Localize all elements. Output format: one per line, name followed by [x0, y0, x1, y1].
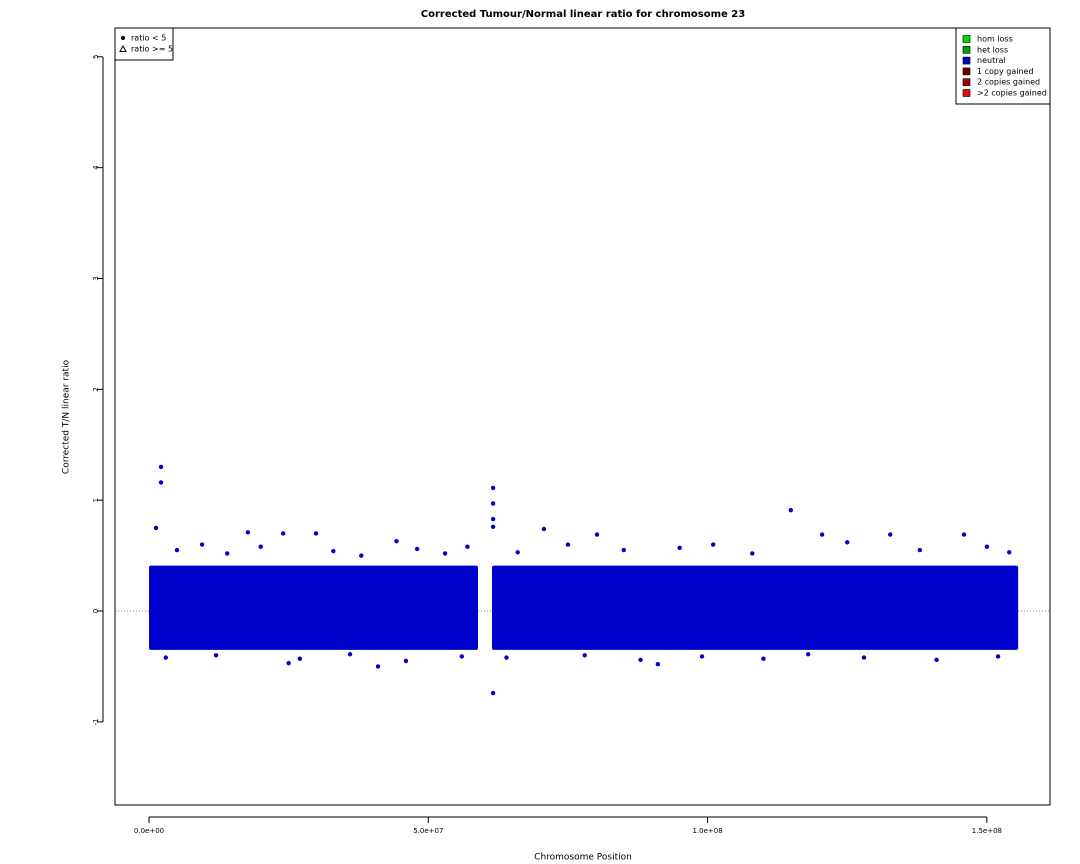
- point: [761, 656, 766, 661]
- point: [465, 544, 470, 549]
- y-tick-label: 2: [92, 387, 100, 391]
- x-tick-label: 5.0e+07: [413, 827, 443, 835]
- y-tick-label: 4: [92, 165, 100, 170]
- point: [286, 660, 291, 666]
- point: [995, 654, 1001, 659]
- point: [699, 654, 705, 659]
- chart-title: Corrected Tumour/Normal linear ratio for…: [421, 9, 745, 20]
- point: [710, 542, 716, 547]
- point: [347, 652, 353, 657]
- point: [490, 516, 496, 522]
- y-tick-label: 1: [92, 498, 100, 502]
- point: [258, 544, 263, 549]
- legend-label: ratio >= 5: [131, 45, 173, 54]
- point: [541, 526, 547, 532]
- legend-label: 2 copies gained: [977, 78, 1040, 87]
- y-tick-label: 5: [92, 55, 100, 59]
- point: [163, 655, 168, 660]
- point: [394, 538, 399, 544]
- point: [442, 551, 448, 556]
- point: [490, 501, 496, 506]
- point: [158, 480, 164, 485]
- point: [788, 507, 794, 513]
- legend-swatch: [962, 89, 971, 97]
- point: [158, 464, 164, 470]
- point: [313, 531, 319, 536]
- point: [490, 524, 496, 529]
- point: [225, 551, 230, 556]
- legend-swatch: [962, 56, 971, 65]
- legend-label: 1 copy gained: [977, 67, 1034, 76]
- point: [414, 546, 420, 552]
- x-tick-label: 1.5e+08: [972, 827, 1002, 835]
- point: [331, 548, 336, 554]
- point: [459, 654, 465, 659]
- legend-label: het loss: [977, 45, 1008, 54]
- point: [504, 655, 509, 660]
- cn-legend-box: [955, 27, 1051, 105]
- legend-label: >2 copies gained: [977, 89, 1047, 98]
- point: [245, 530, 251, 535]
- legend-swatch: [962, 67, 971, 76]
- shape-legend-box: [114, 27, 174, 61]
- y-axis-label: Corrected T/N linear ratio: [62, 359, 72, 474]
- point: [174, 547, 180, 553]
- point: [621, 547, 627, 553]
- point: [917, 547, 923, 553]
- point: [403, 658, 409, 664]
- y-tick-label: -1: [92, 718, 100, 725]
- legend-label: hom loss: [977, 35, 1013, 44]
- x-axis-label: Chromosome Position: [534, 853, 632, 863]
- point: [582, 653, 587, 658]
- legend-label: neutral: [977, 56, 1006, 65]
- point: [359, 553, 364, 558]
- point: [845, 540, 850, 545]
- point: [490, 690, 496, 696]
- x-tick-label: 1.0e+08: [692, 827, 722, 835]
- point: [490, 485, 496, 491]
- legend-label: ratio < 5: [131, 34, 166, 43]
- point: [638, 657, 643, 662]
- dense-point-cloud: [491, 565, 1019, 650]
- plot-frame: [114, 27, 1051, 806]
- point: [984, 544, 990, 549]
- point: [515, 550, 520, 555]
- point: [655, 662, 661, 667]
- legend-symbol: [119, 44, 127, 52]
- legend-symbol: [121, 36, 125, 40]
- point: [280, 531, 286, 536]
- point: [677, 545, 682, 551]
- point: [199, 542, 205, 547]
- y-tick-label: 3: [92, 276, 100, 280]
- point: [213, 653, 219, 658]
- point: [297, 656, 303, 661]
- dense-point-cloud: [149, 565, 479, 650]
- point: [565, 542, 571, 547]
- point: [1007, 550, 1012, 555]
- point: [375, 664, 381, 669]
- point: [819, 532, 825, 537]
- point: [861, 655, 867, 660]
- point: [961, 532, 967, 537]
- x-tick-label: 0.0e+00: [134, 827, 164, 835]
- point: [805, 652, 811, 657]
- point: [750, 551, 755, 556]
- point: [594, 532, 600, 537]
- point: [888, 532, 893, 537]
- legend-swatch: [962, 45, 971, 54]
- point: [934, 657, 939, 662]
- y-tick-label: 0: [92, 609, 100, 613]
- point: [153, 525, 159, 531]
- legend-swatch: [962, 35, 971, 43]
- legend-swatch: [962, 78, 971, 86]
